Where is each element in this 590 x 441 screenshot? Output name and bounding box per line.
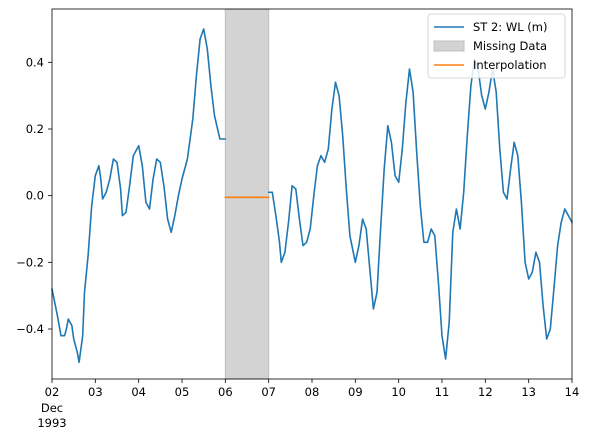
x-tick-label: 10 [391,385,406,399]
x-tick-label: 02 [45,385,60,399]
plot-area [51,8,573,380]
x-tick-label: 03 [88,385,103,399]
x-tick-sublabel: 1993 [37,416,66,430]
x-tick-label: 06 [218,385,233,399]
missing-data-legend-swatch [433,40,465,52]
st-2-wl-m-line-1 [51,28,227,364]
x-tick-label: 13 [521,385,536,399]
x-tick-label: 04 [131,385,146,399]
x-tick-label: 11 [435,385,450,399]
missing-data-span [224,8,270,380]
x-tick-label: 05 [175,385,190,399]
x-tick-label: 08 [305,385,320,399]
series-layer [51,28,573,364]
legend: ST 2: WL (m) Missing Data Interpolation [427,13,566,79]
y-tick-label: 0.2 [26,122,44,136]
x-tick-label: 07 [261,385,276,399]
y-tick-label: 0.0 [26,189,44,203]
x-tick-label: 12 [478,385,493,399]
st-2-wl-m-legend-label: ST 2: WL (m) [473,20,547,34]
x-tick-label: 14 [565,385,580,399]
missing-data-span-layer [224,8,270,380]
y-tick-label: −0.4 [16,322,44,336]
st-2-wl-m-line-2 [267,58,573,360]
y-tick-label: 0.4 [26,55,44,69]
y-axis: −0.4 −0.2 0.0 0.2 0.4 [16,55,52,336]
x-tick-label: 09 [348,385,363,399]
legend-box [427,13,566,79]
x-tick-sublabel: Dec [41,401,63,415]
y-tick-label: −0.2 [16,255,44,269]
interpolation-legend-label: Interpolation [473,58,547,72]
missing-data-legend-label: Missing Data [473,39,547,53]
